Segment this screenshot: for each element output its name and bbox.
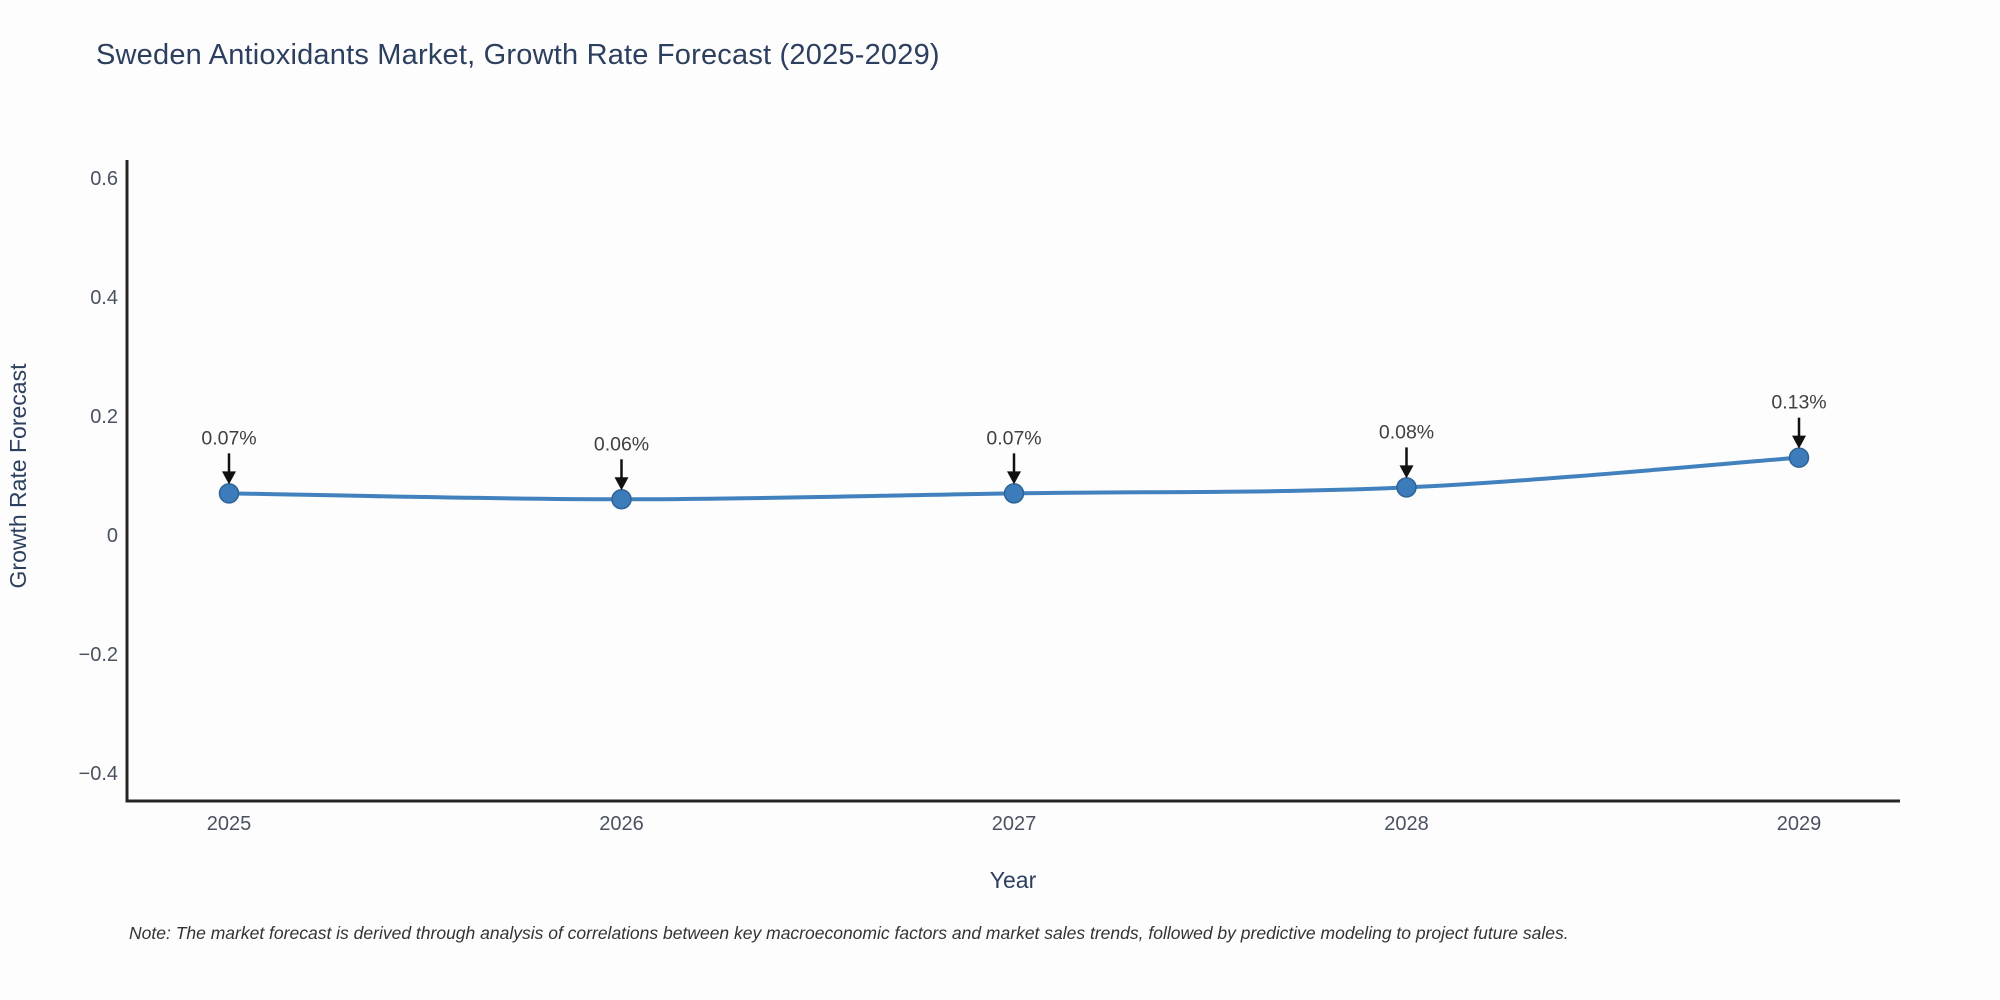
y-tick-label: 0.6 (90, 168, 118, 190)
annotation-label: 0.07% (986, 427, 1041, 449)
y-axis-title: Growth Rate Forecast (5, 363, 31, 589)
x-tick-label: 2025 (207, 813, 252, 835)
annotation-arrowhead-icon (614, 477, 629, 491)
data-point-marker[interactable] (218, 483, 240, 504)
x-tick-label: 2027 (992, 813, 1037, 835)
annotation-arrowhead-icon (1792, 435, 1806, 449)
y-tick-label: 0 (107, 525, 118, 547)
annotation-arrowhead-icon (1007, 471, 1021, 485)
annotation-arrowhead-icon (1399, 465, 1414, 479)
data-point-marker[interactable] (1788, 447, 1810, 468)
y-tick-label: −0.2 (79, 644, 118, 666)
y-tick-label: −0.4 (79, 763, 118, 785)
chart-footnote: Note: The market forecast is derived thr… (129, 923, 1569, 943)
annotation-arrowhead-icon (222, 471, 236, 485)
x-tick-label: 2026 (599, 813, 644, 835)
data-point-marker[interactable] (611, 489, 632, 510)
x-axis-title: Year (990, 867, 1037, 893)
chart-title: Sweden Antioxidants Market, Growth Rate … (96, 39, 940, 71)
annotation-label: 0.08% (1379, 421, 1434, 443)
y-tick-label: 0.4 (90, 287, 118, 309)
y-tick-label: 0.2 (90, 406, 118, 428)
annotation-label: 0.07% (201, 427, 256, 449)
x-tick-label: 2028 (1384, 813, 1429, 835)
data-point-marker[interactable] (1003, 483, 1025, 504)
data-point-marker[interactable] (1396, 477, 1417, 498)
annotation-label: 0.13% (1771, 392, 1826, 414)
annotation-label: 0.06% (594, 433, 649, 455)
x-tick-label: 2029 (1777, 813, 1822, 835)
